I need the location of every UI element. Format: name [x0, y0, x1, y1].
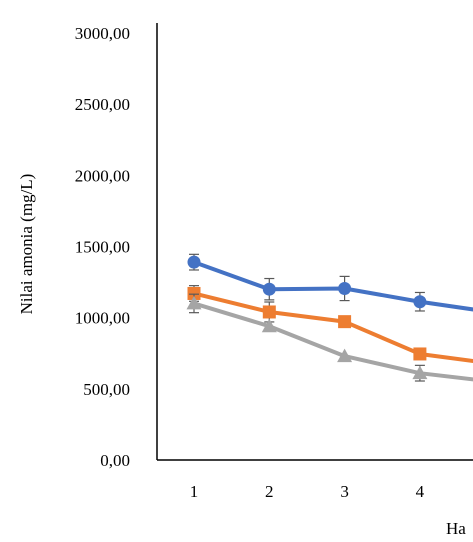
x-axis: 1 2 3 4: [157, 459, 473, 501]
data-point: [338, 281, 352, 295]
data-point: [261, 318, 277, 333]
data-point: [262, 282, 276, 296]
y-axis: 0,00 500,00 1000,00 1500,00 2000,00 2500,00 30…: [75, 23, 158, 470]
series-group: [186, 253, 473, 382]
x-tick-label: 4: [416, 482, 425, 501]
series-line: [192, 301, 473, 382]
data-point: [187, 255, 201, 269]
x-tick-label: 2: [265, 482, 274, 501]
data-point: [413, 347, 427, 361]
y-tick-label: 500,00: [83, 380, 130, 399]
y-axis-title: Nilai amonia (mg/L): [17, 174, 36, 315]
data-point: [262, 305, 276, 319]
series-1: [187, 253, 473, 312]
data-point: [337, 348, 353, 363]
data-point: [186, 295, 202, 310]
y-tick-label: 1500,00: [75, 238, 130, 257]
x-tick-label: 1: [190, 482, 199, 501]
data-point: [412, 365, 428, 380]
data-point: [187, 286, 201, 300]
y-tick-label: 3000,00: [75, 24, 130, 43]
y-tick-label: 2000,00: [75, 166, 130, 185]
x-axis-title: Ha: [446, 519, 466, 538]
y-tick-label: 0,00: [100, 451, 130, 470]
data-point: [413, 295, 427, 309]
y-tick-label: 2500,00: [75, 95, 130, 114]
x-tick-label: 3: [340, 482, 349, 501]
series-2: [187, 285, 473, 364]
series-3: [186, 293, 473, 382]
y-tick-label: 1000,00: [75, 309, 130, 328]
data-point: [338, 315, 352, 329]
